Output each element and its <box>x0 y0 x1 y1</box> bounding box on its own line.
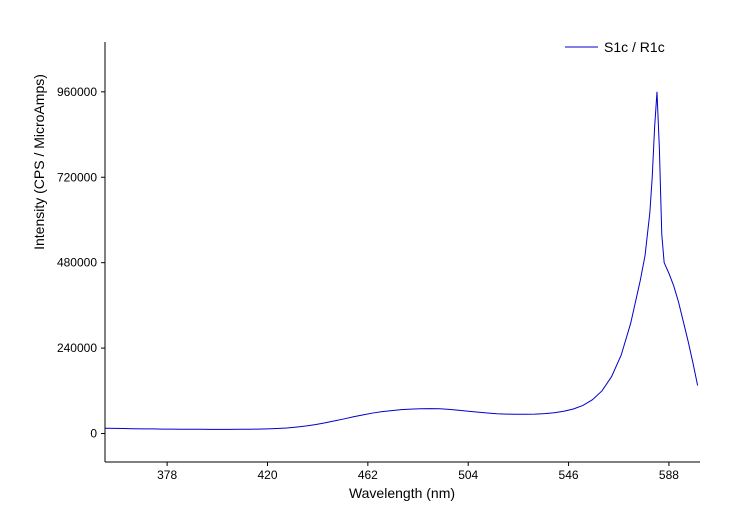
y-tick-label: 240000 <box>57 341 97 355</box>
x-tick-label: 420 <box>257 468 277 482</box>
y-tick-label: 0 <box>90 427 97 441</box>
legend-label: S1c / R1c <box>604 39 665 55</box>
data-series-line <box>104 91 699 430</box>
x-tick-label: 462 <box>358 468 378 482</box>
y-axis-label: Intensity (CPS / MicroAmps) <box>31 74 47 250</box>
x-tick-label: 546 <box>559 468 579 482</box>
legend: S1c / R1c <box>565 39 665 55</box>
x-axis-label: Wavelength (nm) <box>349 485 455 501</box>
y-tick-label: 480000 <box>57 256 97 270</box>
y-tick-label: 720000 <box>57 170 97 184</box>
y-tick-label: 960000 <box>57 85 97 99</box>
x-axis-ticks: 378 420 462 504 546 588 <box>157 462 679 482</box>
y-axis-ticks: 0 240000 480000 720000 960000 <box>57 85 105 441</box>
x-tick-label: 588 <box>659 468 679 482</box>
x-tick-label: 504 <box>458 468 478 482</box>
x-tick-label: 378 <box>157 468 177 482</box>
